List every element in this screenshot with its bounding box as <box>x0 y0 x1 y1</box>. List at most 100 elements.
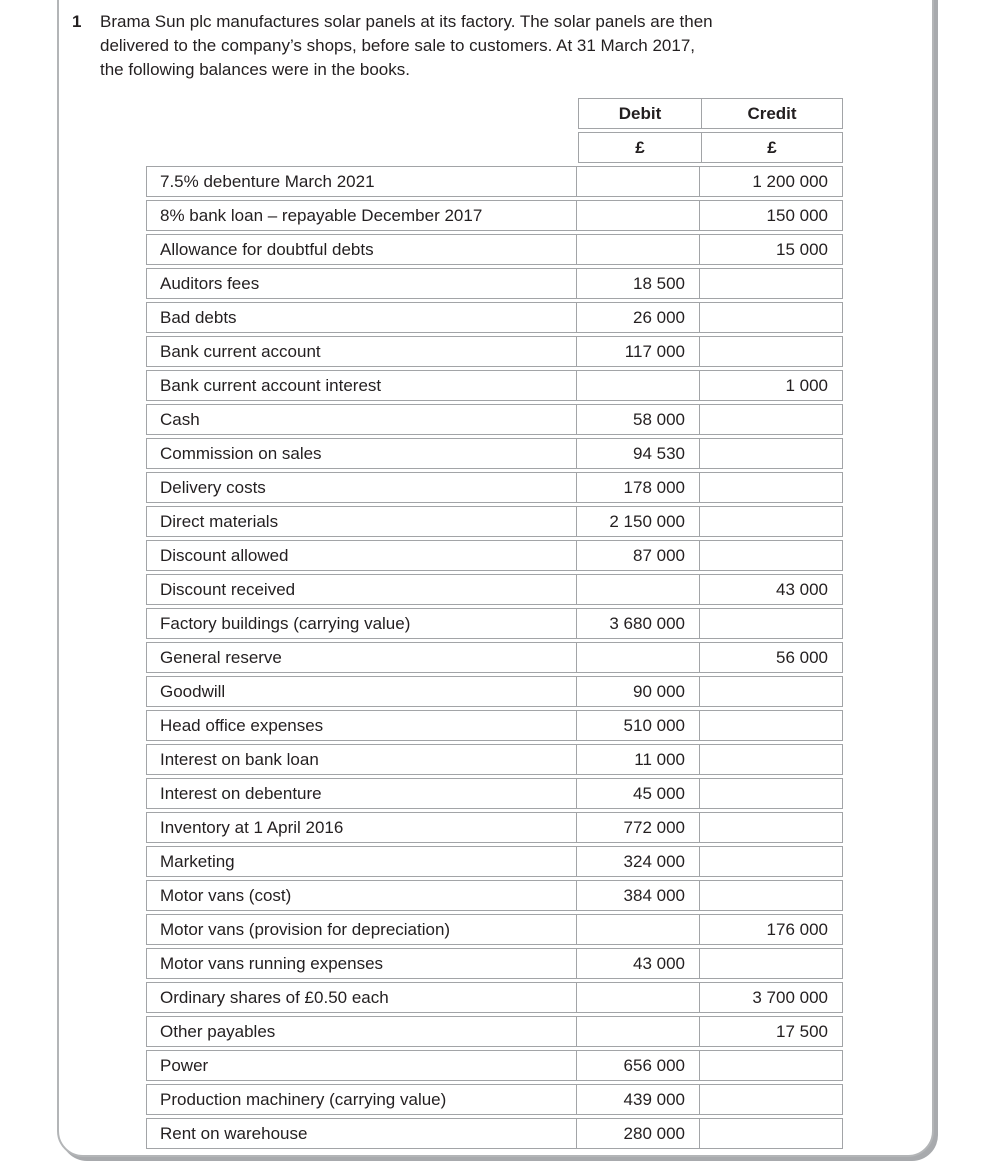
table-row: Bank current account interest 1 000 <box>146 370 843 401</box>
account-name-cell: Interest on debenture <box>160 783 322 803</box>
credit-amount-cell <box>699 1085 842 1114</box>
debit-amount-cell: 324 000 <box>576 847 699 876</box>
account-name-cell: Motor vans (provision for depreciation) <box>160 919 451 939</box>
question-number: 1 <box>72 12 82 31</box>
account-name-cell: Rent on warehouse <box>160 1123 308 1143</box>
credit-amount-cell: 150 000 <box>699 201 842 230</box>
credit-amount-cell: 15 000 <box>699 235 842 264</box>
account-name-cell: Inventory at 1 April 2016 <box>160 817 344 837</box>
account-name-cell: Auditors fees <box>160 273 260 293</box>
debit-amount-cell <box>576 643 699 672</box>
account-name-cell: Bank current account <box>160 341 321 361</box>
debit-amount-cell: 2 150 000 <box>576 507 699 536</box>
question-text: Brama Sun plc manufactures solar panels … <box>100 10 713 82</box>
credit-currency-symbol: £ <box>701 133 842 162</box>
account-name-cell: Power <box>160 1055 209 1075</box>
credit-amount-cell <box>699 507 842 536</box>
account-name-cell: 7.5% debenture March 2021 <box>160 171 375 191</box>
table-row: Interest on bank loan 11 000 <box>146 744 843 775</box>
credit-amount-cell <box>699 745 842 774</box>
debit-amount-cell: 94 530 <box>576 439 699 468</box>
debit-amount-cell <box>576 915 699 944</box>
debit-amount-cell: 117 000 <box>576 337 699 366</box>
debit-amount-cell: 45 000 <box>576 779 699 808</box>
credit-amount-cell <box>699 439 842 468</box>
question-text-line: delivered to the company’s shops, before… <box>100 36 696 55</box>
debit-amount-cell: 43 000 <box>576 949 699 978</box>
table-row: Discount allowed 87 000 <box>146 540 843 571</box>
debit-amount-cell: 510 000 <box>576 711 699 740</box>
credit-amount-cell <box>699 473 842 502</box>
credit-amount-cell <box>699 779 842 808</box>
credit-amount-cell: 176 000 <box>699 915 842 944</box>
table-row: Commission on sales 94 530 <box>146 438 843 469</box>
question-text-line: Brama Sun plc manufactures solar panels … <box>100 12 713 31</box>
debit-amount-cell <box>576 371 699 400</box>
account-name-cell: Cash <box>160 409 200 429</box>
debit-amount-cell: 178 000 <box>576 473 699 502</box>
account-name-cell: Discount allowed <box>160 545 289 565</box>
credit-amount-cell <box>699 269 842 298</box>
table-row: Cash 58 000 <box>146 404 843 435</box>
account-name-cell: Factory buildings (carrying value) <box>160 613 411 633</box>
question-intro: 1 Brama Sun plc manufactures solar panel… <box>59 10 932 82</box>
credit-amount-cell <box>699 813 842 842</box>
table-row: Allowance for doubtful debts 15 000 <box>146 234 843 265</box>
table-row: Head office expenses 510 000 <box>146 710 843 741</box>
table-row: Other payables 17 500 <box>146 1016 843 1047</box>
debit-amount-cell: 87 000 <box>576 541 699 570</box>
credit-amount-cell <box>699 1051 842 1080</box>
table-row: 7.5% debenture March 2021 1 200 000 <box>146 166 843 197</box>
credit-amount-cell <box>699 949 842 978</box>
question-panel: 1 Brama Sun plc manufactures solar panel… <box>57 0 934 1157</box>
table-currency-row: £ £ <box>578 132 843 163</box>
account-name-cell: Allowance for doubtful debts <box>160 239 374 259</box>
credit-amount-cell: 1 200 000 <box>699 167 842 196</box>
table-row: Marketing 324 000 <box>146 846 843 877</box>
table-header: Debit Credit £ £ <box>146 98 843 163</box>
account-name-cell: Marketing <box>160 851 235 871</box>
account-name-cell: Motor vans (cost) <box>160 885 292 905</box>
account-name-cell: Interest on bank loan <box>160 749 319 769</box>
credit-amount-cell <box>699 303 842 332</box>
debit-amount-cell: 18 500 <box>576 269 699 298</box>
table-row: Production machinery (carrying value) 439… <box>146 1084 843 1115</box>
debit-amount-cell <box>576 1017 699 1046</box>
debit-amount-cell <box>576 201 699 230</box>
account-name-cell: Commission on sales <box>160 443 322 463</box>
credit-amount-cell <box>699 1119 842 1148</box>
credit-amount-cell <box>699 405 842 434</box>
account-name-cell: Ordinary shares of £0.50 each <box>160 987 389 1007</box>
credit-amount-cell: 3 700 000 <box>699 983 842 1012</box>
account-name-cell: Head office expenses <box>160 715 324 735</box>
table-row: General reserve 56 000 <box>146 642 843 673</box>
table-body: 7.5% debenture March 2021 1 200 000 8% ban… <box>146 166 843 1149</box>
debit-amount-cell: 384 000 <box>576 881 699 910</box>
question-text-line: the following balances were in the books… <box>100 60 410 79</box>
table-row: Bank current account 117 000 <box>146 336 843 367</box>
trial-balance-table: Debit Credit £ £ 7.5% debenture March 20… <box>146 98 843 1149</box>
table-row: Direct materials 2 150 000 <box>146 506 843 537</box>
credit-amount-cell: 56 000 <box>699 643 842 672</box>
credit-amount-cell <box>699 881 842 910</box>
credit-amount-cell: 43 000 <box>699 575 842 604</box>
table-row: Auditors fees 18 500 <box>146 268 843 299</box>
debit-amount-cell: 439 000 <box>576 1085 699 1114</box>
debit-amount-cell: 11 000 <box>576 745 699 774</box>
debit-amount-cell <box>576 235 699 264</box>
debit-amount-cell <box>576 575 699 604</box>
table-row: Inventory at 1 April 2016 772 000 <box>146 812 843 843</box>
credit-amount-cell <box>699 711 842 740</box>
table-row: Delivery costs 178 000 <box>146 472 843 503</box>
table-row: Factory buildings (carrying value) 3 680 … <box>146 608 843 639</box>
credit-column-header: Credit <box>701 99 842 128</box>
table-row: Goodwill 90 000 <box>146 676 843 707</box>
table-row: Discount received 43 000 <box>146 574 843 605</box>
debit-amount-cell: 3 680 000 <box>576 609 699 638</box>
debit-amount-cell <box>576 167 699 196</box>
table-row: Motor vans (provision for depreciation) 1… <box>146 914 843 945</box>
table-row: Ordinary shares of £0.50 each 3 700 000 <box>146 982 843 1013</box>
debit-amount-cell: 656 000 <box>576 1051 699 1080</box>
account-name-cell: Production machinery (carrying value) <box>160 1089 447 1109</box>
